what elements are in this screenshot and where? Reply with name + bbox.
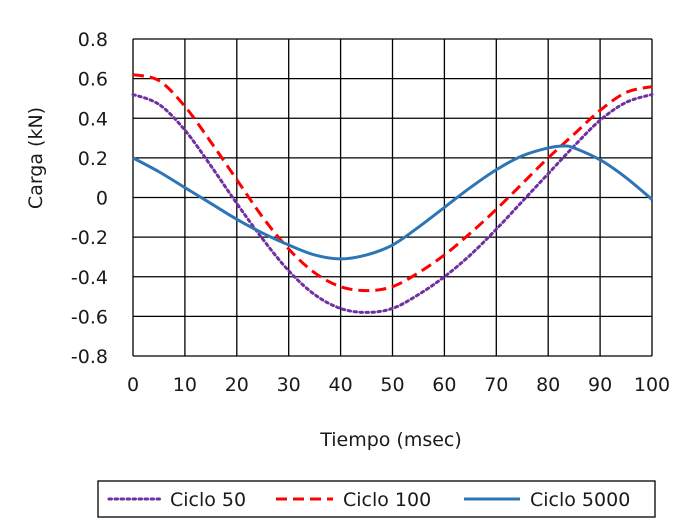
legend-box [97, 480, 656, 518]
y-tick-label: 0.4 [78, 108, 108, 130]
x-tick-label: 70 [484, 374, 508, 396]
y-tick-label: -0.6 [71, 306, 108, 328]
x-tick-label: 50 [380, 374, 404, 396]
x-tick-label: 80 [536, 374, 560, 396]
y-tick-label: 0 [96, 188, 108, 210]
series-line-ciclo-50 [131, 92, 654, 314]
x-tick-label: 40 [329, 374, 353, 396]
x-tick-label: 10 [173, 374, 197, 396]
x-tick-label: 20 [225, 374, 249, 396]
y-tick-label: -0.8 [71, 346, 108, 368]
x-tick-label: 60 [432, 374, 456, 396]
y-tick-label: 0.6 [78, 69, 108, 91]
y-tick-label: -0.2 [71, 227, 108, 249]
y-axis-title: Carga (kN) [25, 107, 47, 209]
y-tick-label: -0.4 [71, 267, 108, 289]
legend-label: Ciclo 5000 [530, 489, 630, 511]
legend: Ciclo 50 Ciclo 100 Ciclo 5000 [97, 480, 656, 518]
legend-label: Ciclo 50 [170, 489, 246, 511]
y-tick-label: 0.8 [78, 29, 108, 51]
series-line-ciclo-5000 [132, 144, 653, 261]
x-axis-title: Tiempo (msec) [319, 429, 462, 451]
plot-area [131, 73, 654, 314]
y-axis-ticks: 0.8 0.6 0.4 0.2 0 -0.2 -0.4 -0.6 -0.8 [71, 29, 108, 368]
x-axis-ticks: 0 10 20 30 40 50 60 70 80 90 100 [127, 374, 670, 396]
x-tick-label: 100 [634, 374, 670, 396]
x-tick-label: 0 [127, 374, 139, 396]
grid [132, 38, 653, 357]
x-tick-label: 90 [588, 374, 612, 396]
y-tick-label: 0.2 [78, 148, 108, 170]
legend-label: Ciclo 100 [343, 489, 431, 511]
x-tick-label: 30 [277, 374, 301, 396]
series-line-ciclo-100 [132, 73, 653, 293]
